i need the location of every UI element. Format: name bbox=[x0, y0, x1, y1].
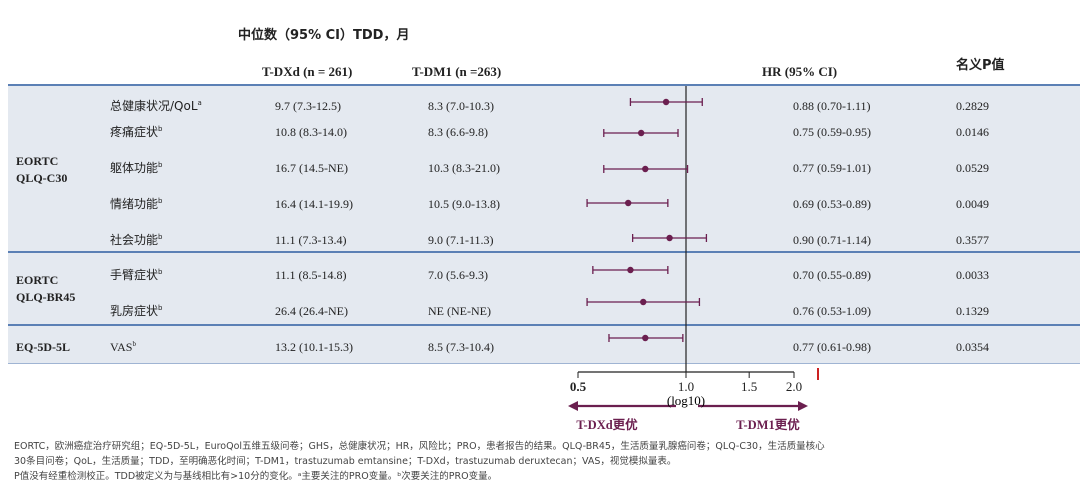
row-tdxd-value: 11.1 (8.5-14.8) bbox=[275, 268, 347, 282]
forest-plot: 0.5 1.0 1.5 2.0 (log10) T-DXd更优 T-DM1更优 bbox=[568, 86, 819, 432]
table-title: 中位数（95% CI）TDD，月 bbox=[238, 28, 410, 43]
row-tdxd-value: 26.4 (26.4-NE) bbox=[275, 304, 348, 318]
row-tdxd-value: 11.1 (7.3-13.4) bbox=[275, 233, 347, 247]
row-label: 社会功能b bbox=[110, 233, 163, 247]
row-tdm1-value: 9.0 (7.1-11.3) bbox=[428, 233, 494, 247]
row-label: 疼痛症状b bbox=[110, 125, 163, 139]
row-hr-value: 0.77 (0.61-0.98) bbox=[793, 340, 871, 354]
row-label: 总健康状况/QoLa bbox=[110, 99, 202, 113]
row-tdm1-value: 8.3 (7.0-10.3) bbox=[428, 99, 494, 113]
row-tdm1-value: 7.0 (5.6-9.3) bbox=[428, 268, 488, 282]
x-tick-label: 0.5 bbox=[570, 379, 587, 394]
row-hr-value: 0.88 (0.70-1.11) bbox=[793, 99, 871, 113]
x-tick-label: 2.0 bbox=[786, 379, 802, 394]
row-label: 躯体功能b bbox=[110, 161, 163, 175]
hr-point bbox=[640, 298, 647, 306]
favors-right-arrowhead bbox=[798, 401, 808, 411]
x-tick-label: 1.5 bbox=[741, 379, 757, 394]
row-hr-value: 0.75 (0.59-0.95) bbox=[793, 125, 871, 139]
col-header-hr: HR (95% CI) bbox=[762, 64, 838, 79]
row-p-value: 0.3577 bbox=[956, 233, 989, 247]
hr-point bbox=[662, 98, 670, 106]
favors-left-arrowhead bbox=[568, 401, 578, 411]
row-hr-value: 0.77 (0.59-1.01) bbox=[793, 161, 871, 175]
col-header-tdm1: T-DM1 (n =263) bbox=[412, 64, 502, 79]
hr-point bbox=[627, 266, 634, 274]
header-divider bbox=[8, 84, 1080, 86]
row-tdm1-value: 10.3 (8.3-21.0) bbox=[428, 161, 500, 175]
footnote-line: P值没有经重检测校正。TDD被定义为与基线相比有>10分的变化。ᵃ主要关注的PR… bbox=[14, 471, 498, 482]
section-label-qlq-br45: EORTC QLQ-BR45 bbox=[16, 273, 76, 304]
row-p-value: 0.0354 bbox=[956, 340, 989, 354]
section-divider-2 bbox=[8, 324, 1080, 326]
hr-point bbox=[642, 165, 649, 173]
row-hr-value: 0.69 (0.53-0.89) bbox=[793, 197, 871, 211]
row-tdxd-value: 9.7 (7.3-12.5) bbox=[275, 99, 341, 113]
section-band-qlq-br45 bbox=[8, 253, 1080, 325]
hr-point bbox=[642, 334, 649, 342]
footnotes: EORTC，欧洲癌症治疗研究组；EQ-5D-5L，EuroQol五维五级问卷；G… bbox=[14, 439, 1074, 484]
hr-point bbox=[637, 129, 645, 137]
row-tdxd-value: 10.8 (8.3-14.0) bbox=[275, 125, 347, 139]
footnote-line: EORTC，欧洲癌症治疗研究组；EQ-5D-5L，EuroQol五维五级问卷；G… bbox=[14, 441, 825, 452]
row-p-value: 0.0033 bbox=[956, 268, 989, 282]
row-tdm1-value: 8.3 (6.6-9.8) bbox=[428, 125, 488, 139]
row-hr-value: 0.70 (0.55-0.89) bbox=[793, 268, 871, 282]
row-tdxd-value: 16.7 (14.5-NE) bbox=[275, 161, 348, 175]
favors-left-label: T-DXd更优 bbox=[576, 417, 638, 432]
row-label: 乳房症状b bbox=[110, 304, 163, 318]
col-header-tdxd: T-DXd (n = 261) bbox=[262, 64, 353, 79]
row-tdxd-value: 13.2 (10.1-15.3) bbox=[275, 340, 353, 354]
section-band-qlq-c30 bbox=[8, 86, 1080, 252]
row-hr-value: 0.90 (0.71-1.14) bbox=[793, 233, 871, 247]
row-p-value: 0.1329 bbox=[956, 304, 989, 318]
x-tick-label: 1.0 bbox=[678, 379, 694, 394]
col-header-pvalue: 名义P值 bbox=[956, 58, 1005, 73]
row-tdm1-value: 8.5 (7.3-10.4) bbox=[428, 340, 494, 354]
row-tdxd-value: 16.4 (14.1-19.9) bbox=[275, 197, 353, 211]
row-label: VASb bbox=[110, 340, 136, 354]
row-label: 手臂症状b bbox=[110, 268, 163, 282]
x-axis-label: (log10) bbox=[667, 393, 705, 408]
section-band-eq5d bbox=[8, 326, 1080, 364]
hr-point bbox=[624, 199, 632, 207]
row-p-value: 0.0146 bbox=[956, 125, 989, 139]
row-label: 情绪功能b bbox=[110, 197, 163, 211]
favors-right-label: T-DM1更优 bbox=[736, 417, 800, 432]
row-p-value: 0.0049 bbox=[956, 197, 989, 211]
row-p-value: 0.0529 bbox=[956, 161, 989, 175]
hr-point bbox=[666, 234, 673, 242]
table-bottom-line bbox=[8, 363, 1080, 364]
row-hr-value: 0.76 (0.53-1.09) bbox=[793, 304, 871, 318]
section-divider-1 bbox=[8, 251, 1080, 253]
section-label-qlq-c30: EORTC QLQ-C30 bbox=[16, 154, 68, 185]
section-label-eq5d: EQ-5D-5L bbox=[16, 340, 70, 354]
row-tdm1-value: NE (NE-NE) bbox=[428, 304, 491, 318]
row-p-value: 0.2829 bbox=[956, 99, 989, 113]
footnote-line: 30条目问卷；QoL，生活质量；TDD，至明确恶化时间；T-DM1，trastu… bbox=[14, 456, 677, 467]
row-tdm1-value: 10.5 (9.0-13.8) bbox=[428, 197, 500, 211]
